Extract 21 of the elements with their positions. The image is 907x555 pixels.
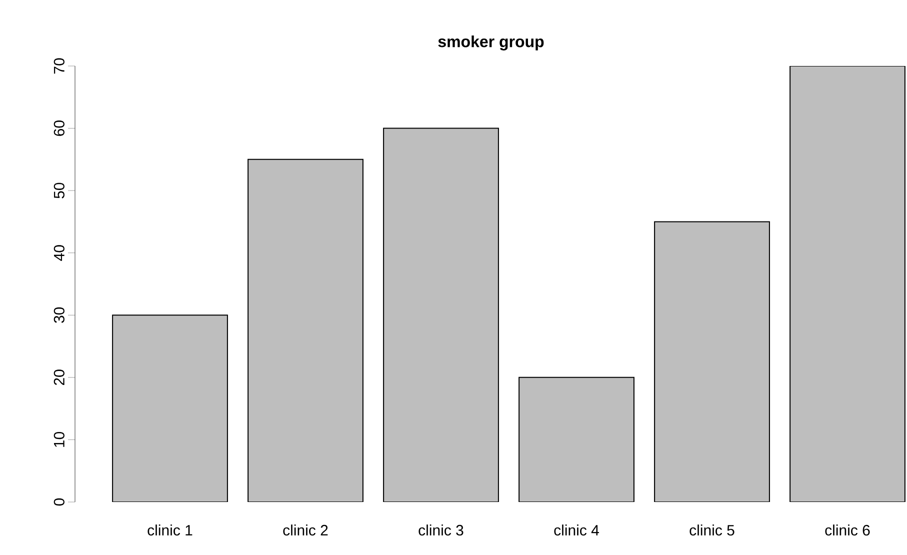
bar: [654, 222, 770, 502]
x-tick-label: clinic 6: [825, 524, 870, 536]
y-tick-label: 60: [54, 120, 64, 136]
y-tick-label: 30: [54, 307, 64, 323]
y-tick-label: 10: [54, 432, 64, 447]
bar: [248, 159, 363, 502]
bar: [790, 66, 906, 502]
y-tick-label: 0: [54, 498, 64, 506]
x-tick-label: clinic 3: [418, 524, 464, 536]
bar: [519, 377, 634, 502]
y-tick-label: 70: [54, 58, 64, 74]
chart-title: smoker group: [438, 35, 544, 50]
y-tick-label: 20: [54, 370, 64, 386]
x-tick-label: clinic 1: [148, 524, 192, 536]
x-tick-label: clinic 4: [554, 524, 599, 536]
x-tick-label: clinic 2: [283, 524, 328, 536]
y-tick-label: 40: [54, 245, 64, 261]
x-tick-label: clinic 5: [690, 524, 734, 536]
bar: [384, 128, 498, 502]
y-tick-label: 50: [54, 182, 64, 198]
bar: [112, 315, 228, 502]
